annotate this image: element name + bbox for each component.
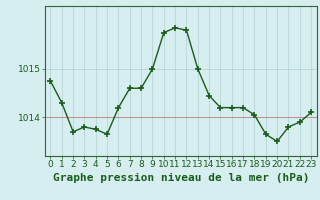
X-axis label: Graphe pression niveau de la mer (hPa): Graphe pression niveau de la mer (hPa) [52, 173, 309, 183]
